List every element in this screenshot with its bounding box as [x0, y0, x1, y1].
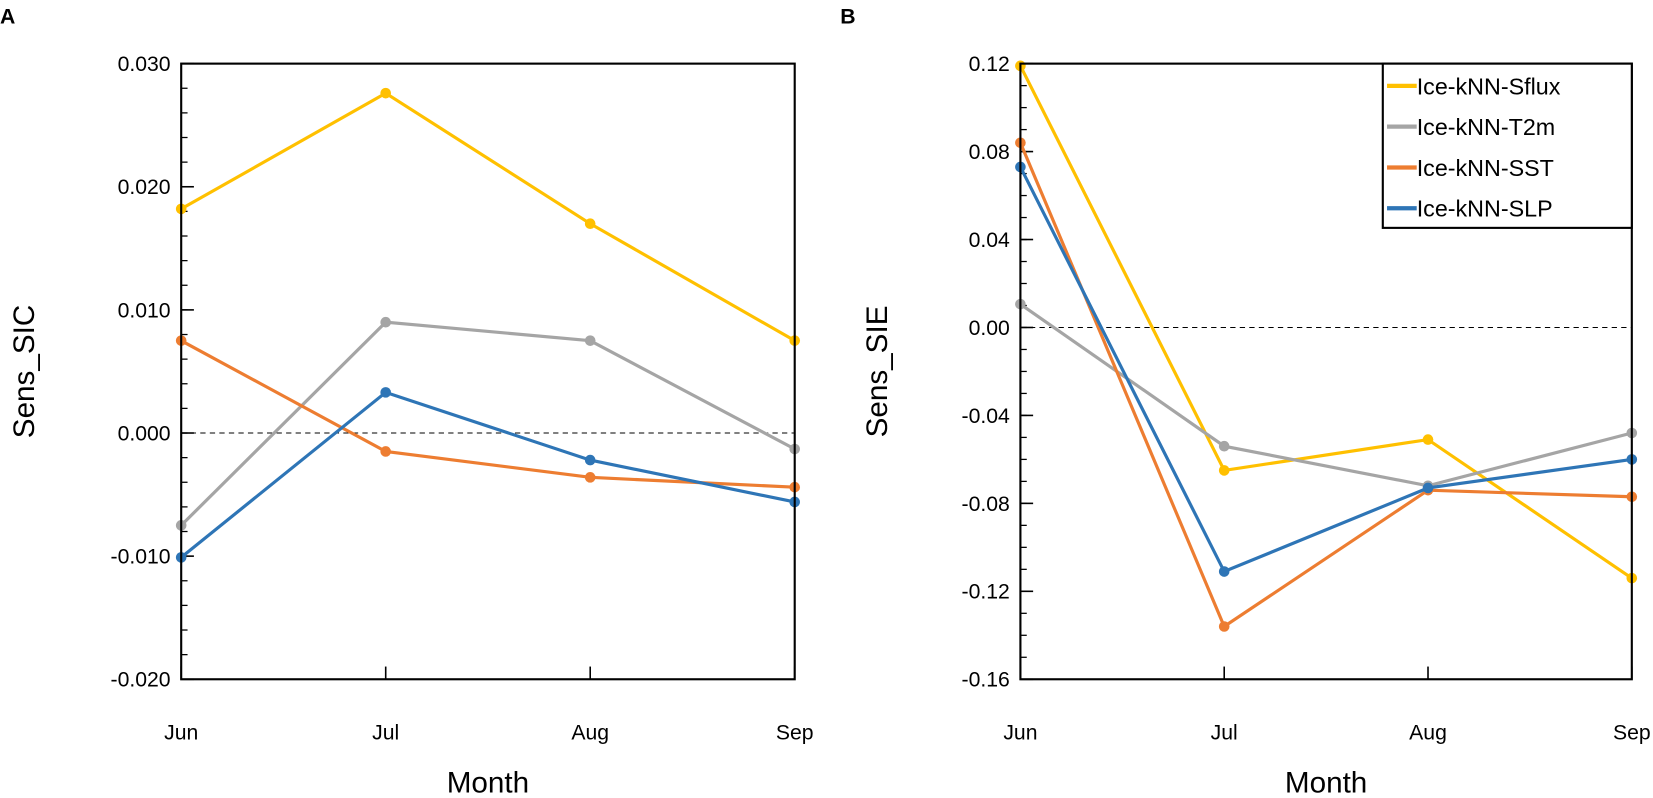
y-tick-label: 0.04 — [969, 229, 1010, 252]
y-tick-label: 0.010 — [118, 299, 171, 322]
data-point — [1218, 621, 1230, 632]
plot-frame — [1019, 62, 1633, 681]
legend-label: Ice-kNN-SLP — [1417, 196, 1553, 222]
data-point — [584, 454, 596, 466]
x-tick-label: Aug — [1409, 722, 1447, 745]
x-tick-label: Sep — [776, 722, 814, 745]
legend-label: Ice-kNN-T2m — [1417, 114, 1555, 140]
series-line — [1018, 166, 1633, 574]
series-ice-knn-t2m — [175, 316, 801, 531]
y-tick-label: 0.000 — [118, 422, 171, 445]
x-tick-label: Jul — [1211, 722, 1238, 745]
series-line — [180, 320, 796, 527]
data-point — [584, 472, 596, 483]
legend-label: Ice-kNN-SST — [1417, 155, 1554, 181]
panel-b: B 0.12 0.08 0.04 0.00 -0.04 -0.08 -0.12 -0.16 Jun… — [840, 5, 1650, 798]
plot-frame — [180, 62, 796, 681]
y-tick-label: -0.16 — [962, 669, 1010, 692]
y-tick-label: -0.020 — [111, 669, 171, 692]
data-point — [380, 446, 391, 457]
x-axis-title: Month — [1285, 767, 1367, 798]
data-point — [1218, 566, 1230, 577]
data-point — [1422, 434, 1434, 445]
panel-label: B — [840, 5, 855, 28]
data-point — [380, 316, 391, 328]
legend-label: Ice-kNN-Sflux — [1417, 73, 1561, 99]
data-point — [584, 335, 596, 346]
data-point — [1218, 440, 1230, 452]
y-tick-label: -0.010 — [111, 546, 171, 569]
y-tick-label: 0.12 — [969, 53, 1010, 76]
legend: Ice-kNN-Sflux Ice-kNN-T2m Ice-kNN-SST Ice-k… — [1381, 62, 1633, 229]
y-tick-label: 0.020 — [118, 176, 171, 199]
x-axis-title: Month — [447, 767, 529, 798]
series-ice-knn-sflux — [1015, 60, 1638, 584]
y-tick-label: 0.030 — [118, 53, 171, 76]
series-line — [1018, 65, 1633, 580]
y-tick-label: 0.00 — [969, 317, 1010, 340]
y-tick-label: 0.08 — [969, 141, 1010, 164]
x-tick-label: Jun — [164, 722, 198, 745]
series-line — [180, 91, 796, 343]
series-ice-knn-sst — [175, 335, 801, 493]
x-tick-label: Aug — [571, 722, 609, 745]
x-tick-label: Jun — [1003, 722, 1037, 745]
series-line — [180, 339, 795, 489]
x-tick-label: Jul — [372, 722, 399, 745]
series-line — [1018, 142, 1632, 629]
y-tick-label: -0.08 — [962, 493, 1010, 516]
panel-a: A 0.030 0.020 0.010 0.000 -0.010 -0.020 Jun Jul A… — [0, 5, 814, 798]
series-line — [1019, 302, 1633, 488]
y-axis-title: Sens_SIE — [861, 306, 894, 438]
data-point — [1218, 465, 1230, 476]
data-point — [584, 218, 596, 229]
data-point — [380, 387, 391, 398]
x-tick-label: Sep — [1613, 722, 1651, 745]
series-line — [180, 390, 796, 559]
panel-label: A — [0, 5, 15, 28]
y-axis-title: Sens_SIC — [8, 305, 41, 439]
y-tick-label: -0.12 — [962, 581, 1010, 604]
y-tick-label: -0.04 — [962, 405, 1011, 428]
series-ice-knn-slp — [175, 387, 801, 563]
data-point — [1422, 482, 1434, 494]
series-ice-knn-sflux — [175, 87, 801, 346]
data-point — [380, 87, 391, 99]
legend-box — [1381, 62, 1633, 229]
series-ice-knn-slp — [1015, 161, 1638, 577]
